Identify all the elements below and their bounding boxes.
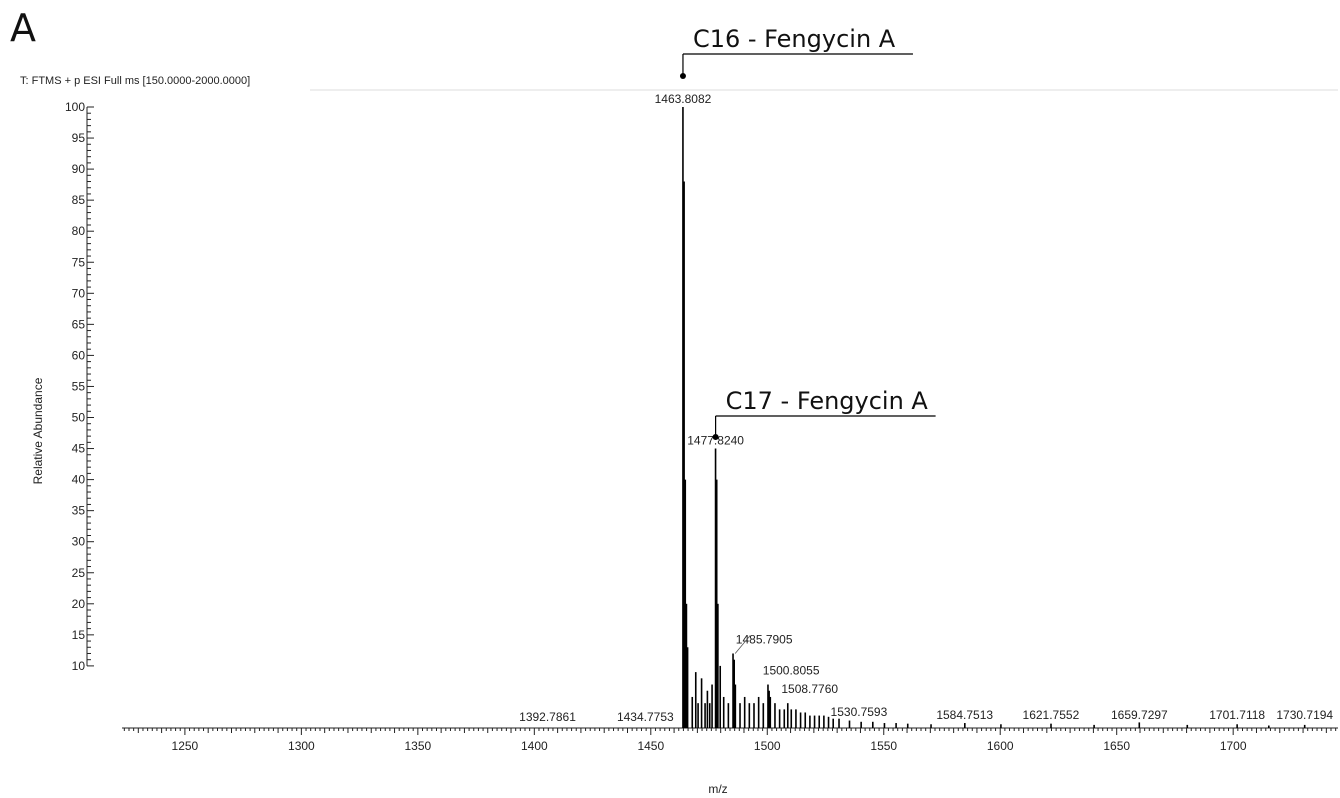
annotation-label: C16 - Fengycin A bbox=[693, 25, 896, 53]
x-tick-label: 1650 bbox=[1103, 739, 1130, 753]
x-tick-label: 1400 bbox=[521, 739, 548, 753]
y-tick-label: 40 bbox=[72, 473, 86, 487]
x-tick-label: 1450 bbox=[637, 739, 664, 753]
y-tick-label: 50 bbox=[72, 411, 86, 425]
peak-label: 1659.7297 bbox=[1111, 708, 1168, 722]
x-tick-label: 1350 bbox=[404, 739, 431, 753]
scan-header: T: FTMS + p ESI Full ms [150.0000-2000.0… bbox=[20, 75, 251, 87]
y-tick-label: 60 bbox=[72, 348, 86, 362]
spectrum-peaks bbox=[682, 107, 1306, 728]
peak-label: 1392.7861 bbox=[519, 710, 576, 724]
peak-label: 1434.7753 bbox=[617, 710, 674, 724]
peak-label: 1508.7760 bbox=[781, 682, 838, 696]
y-tick-label: 20 bbox=[72, 597, 86, 611]
x-axis-title: m/z bbox=[708, 782, 727, 796]
x-tick-label: 1600 bbox=[987, 739, 1014, 753]
x-tick-label: 1250 bbox=[172, 739, 199, 753]
y-tick-label: 35 bbox=[72, 504, 86, 518]
y-tick-label: 100 bbox=[65, 100, 85, 114]
y-tick-label: 95 bbox=[72, 131, 86, 145]
y-tick-label: 75 bbox=[72, 255, 86, 269]
panel-letter: A bbox=[10, 6, 36, 50]
x-tick-label: 1700 bbox=[1220, 739, 1247, 753]
y-tick-label: 15 bbox=[72, 628, 86, 642]
annotation-label: C17 - Fengycin A bbox=[726, 387, 929, 415]
y-tick-label: 55 bbox=[72, 379, 86, 393]
peak-label: 1621.7552 bbox=[1023, 708, 1080, 722]
peak-label: 1584.7513 bbox=[936, 708, 993, 722]
peak-label: 1463.8082 bbox=[655, 92, 712, 106]
x-tick-label: 1300 bbox=[288, 739, 315, 753]
y-tick-label: 65 bbox=[72, 317, 86, 331]
y-axis-title: Relative Abundance bbox=[31, 377, 45, 484]
peak-label: 1485.7905 bbox=[736, 632, 793, 646]
y-tick-label: 70 bbox=[72, 286, 86, 300]
y-tick-label: 90 bbox=[72, 162, 86, 176]
y-axis: 10 15 20 25 30 35 40 45 50 55 60 65 70 75 80 85 90 95 100 bbox=[65, 100, 94, 673]
annotations: C16 - Fengycin A C17 - Fengycin A bbox=[679, 25, 936, 440]
y-tick-label: 85 bbox=[72, 193, 86, 207]
y-tick-label: 80 bbox=[72, 224, 86, 238]
peak-labels: 1392.7861 1434.7753 1463.8082 1477.8240 1485… bbox=[519, 92, 1333, 724]
peak-label: 1701.7118 bbox=[1209, 708, 1265, 722]
y-tick-label: 30 bbox=[72, 535, 86, 549]
y-tick-label: 45 bbox=[72, 442, 86, 456]
peak-label: 1530.7593 bbox=[831, 705, 888, 719]
peak-label: 1477.8240 bbox=[687, 434, 744, 448]
y-tick-label: 25 bbox=[72, 566, 86, 580]
x-axis: 1250 1300 1350 1400 1450 1500 1550 1600 1650 1700 bbox=[122, 727, 1338, 753]
peak-label: 1500.8055 bbox=[763, 664, 820, 678]
y-tick-label: 10 bbox=[72, 659, 86, 673]
x-tick-label: 1500 bbox=[754, 739, 781, 753]
peak-label-leader bbox=[734, 635, 751, 654]
x-tick-label: 1550 bbox=[870, 739, 897, 753]
peak-label: 1730.7194 bbox=[1276, 708, 1333, 722]
